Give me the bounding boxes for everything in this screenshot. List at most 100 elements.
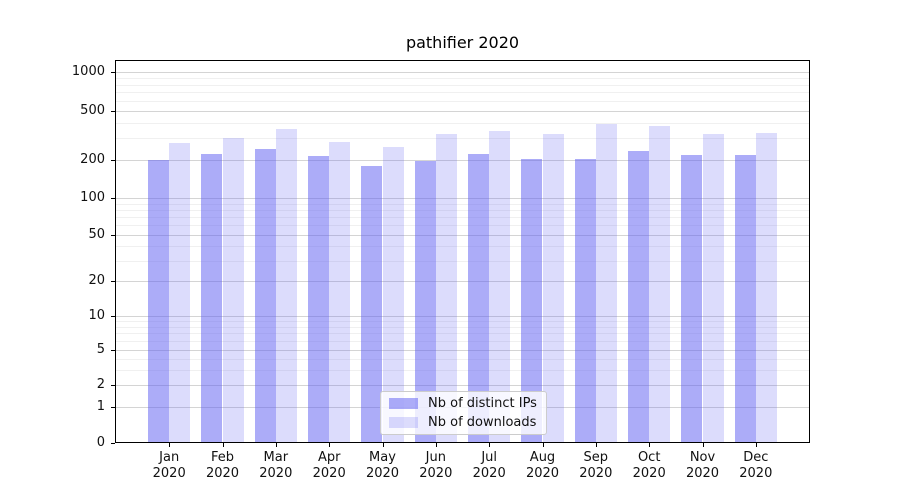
y-tick-mark-50 — [111, 235, 115, 236]
bar-nb-of-distinct-ips-jun — [414, 161, 436, 443]
bar-nb-of-downloads-jan — [169, 143, 191, 443]
y-gridline-minor-3 — [115, 370, 810, 371]
y-tick-mark-1 — [111, 407, 115, 408]
bar-nb-of-downloads-dec — [755, 133, 778, 443]
x-tick-mark-feb — [222, 443, 224, 447]
x-tick-label-dec: Dec 2020 — [739, 450, 773, 481]
bar-nb-of-distinct-ips-jan — [147, 160, 170, 443]
y-gridline-major-10 — [115, 316, 810, 317]
y-tick-label-5: 5 — [96, 342, 105, 357]
y-gridline-major-500 — [115, 111, 810, 112]
bar-nb-of-distinct-ips-sep — [574, 158, 596, 443]
bar-nb-of-downloads-mar — [275, 129, 298, 443]
x-tick-mark-apr — [329, 443, 331, 447]
y-tick-mark-10 — [111, 316, 115, 317]
y-gridline-major-5 — [115, 350, 810, 351]
y-gridline-major-20 — [115, 281, 810, 282]
bar-nb-of-distinct-ips-may — [361, 165, 383, 443]
legend-entry-distinct-ips: Nb of distinct IPs — [389, 396, 538, 412]
x-tick-label-aug: Aug 2020 — [525, 450, 560, 481]
y-tick-mark-0 — [111, 443, 115, 444]
y-tick-label-20: 20 — [88, 273, 105, 288]
y-gridline-minor-600 — [115, 101, 810, 102]
y-gridline-minor-800 — [115, 85, 810, 86]
y-gridline-minor-70 — [115, 217, 810, 218]
bar-nb-of-downloads-oct — [649, 125, 671, 443]
x-tick-mark-aug — [542, 443, 544, 447]
y-gridline-major-100 — [115, 198, 810, 199]
y-gridline-major-1000 — [115, 72, 810, 73]
x-tick-label-jan: Jan 2020 — [152, 450, 186, 481]
bar-nb-of-downloads-may — [382, 147, 404, 443]
plot-border — [115, 60, 810, 443]
y-tick-label-0: 0 — [96, 435, 105, 450]
y-tick-label-500: 500 — [80, 103, 105, 118]
bar-nb-of-distinct-ips-dec — [734, 154, 756, 443]
x-tick-mark-dec — [755, 443, 757, 447]
y-gridline-minor-300 — [115, 138, 810, 139]
x-tick-mark-jul — [489, 443, 491, 447]
y-tick-label-2: 2 — [96, 377, 105, 392]
y-gridline-major-50 — [115, 235, 810, 236]
bar-nb-of-distinct-ips-mar — [254, 149, 276, 443]
y-gridline-minor-9 — [115, 321, 810, 322]
y-gridline-minor-60 — [115, 225, 810, 226]
y-tick-label-1000: 1000 — [71, 64, 105, 79]
x-tick-mark-nov — [702, 443, 704, 447]
x-tick-label-sep: Sep 2020 — [579, 450, 613, 481]
x-tick-label-jul: Jul 2020 — [472, 450, 506, 481]
bar-nb-of-downloads-nov — [702, 134, 724, 443]
bar-nb-of-downloads-jul — [489, 130, 511, 443]
x-tick-mark-sep — [595, 443, 597, 447]
legend-swatch-downloads — [389, 416, 418, 428]
legend-label-distinct-ips: Nb of distinct IPs — [428, 396, 537, 412]
bar-nb-of-distinct-ips-nov — [681, 154, 703, 443]
y-tick-label-100: 100 — [80, 190, 105, 205]
y-tick-mark-20 — [111, 281, 115, 282]
bar-nb-of-downloads-aug — [542, 134, 564, 443]
x-tick-label-jun: Jun 2020 — [419, 450, 453, 481]
bar-nb-of-downloads-sep — [595, 123, 618, 443]
legend: Nb of distinct IPs Nb of downloads — [380, 391, 547, 435]
y-gridline-minor-8 — [115, 327, 810, 328]
x-tick-label-may: May 2020 — [365, 450, 400, 481]
legend-label-downloads: Nb of downloads — [428, 414, 537, 430]
x-tick-label-apr: Apr 2020 — [312, 450, 346, 481]
y-gridline-minor-7 — [115, 333, 810, 334]
y-tick-mark-500 — [111, 111, 115, 112]
bar-nb-of-distinct-ips-apr — [307, 156, 330, 443]
y-gridline-minor-30 — [115, 261, 810, 262]
x-tick-label-oct: Oct 2020 — [632, 450, 666, 481]
y-tick-label-50: 50 — [88, 227, 105, 242]
bar-nb-of-downloads-feb — [222, 138, 244, 443]
chart-title: pathifier 2020 — [405, 33, 520, 52]
x-tick-mark-jun — [435, 443, 437, 447]
y-tick-mark-100 — [111, 198, 115, 199]
y-tick-mark-5 — [111, 350, 115, 351]
y-tick-mark-200 — [111, 160, 115, 161]
y-tick-label-10: 10 — [88, 308, 105, 323]
y-gridline-minor-900 — [115, 78, 810, 79]
bar-nb-of-distinct-ips-feb — [201, 153, 223, 443]
bar-nb-of-distinct-ips-jul — [467, 153, 490, 443]
bar-nb-of-distinct-ips-oct — [627, 151, 650, 443]
y-gridline-minor-80 — [115, 210, 810, 211]
y-tick-label-1: 1 — [96, 399, 105, 414]
x-tick-label-nov: Nov 2020 — [685, 450, 720, 481]
y-gridline-minor-90 — [115, 204, 810, 205]
x-tick-mark-may — [382, 443, 384, 447]
legend-swatch-distinct-ips — [389, 398, 418, 410]
y-gridline-major-200 — [115, 160, 810, 161]
y-gridline-minor-700 — [115, 92, 810, 93]
y-tick-mark-2 — [111, 385, 115, 386]
y-gridline-minor-400 — [115, 123, 810, 124]
x-tick-label-feb: Feb 2020 — [205, 450, 240, 481]
x-tick-label-mar: Mar 2020 — [259, 450, 293, 481]
bar-nb-of-distinct-ips-aug — [521, 158, 543, 443]
bar-nb-of-downloads-jun — [435, 134, 458, 443]
y-gridline-minor-40 — [115, 246, 810, 247]
y-gridline-minor-6 — [115, 341, 810, 342]
x-tick-mark-jan — [169, 443, 171, 447]
legend-entry-downloads: Nb of downloads — [389, 415, 538, 431]
